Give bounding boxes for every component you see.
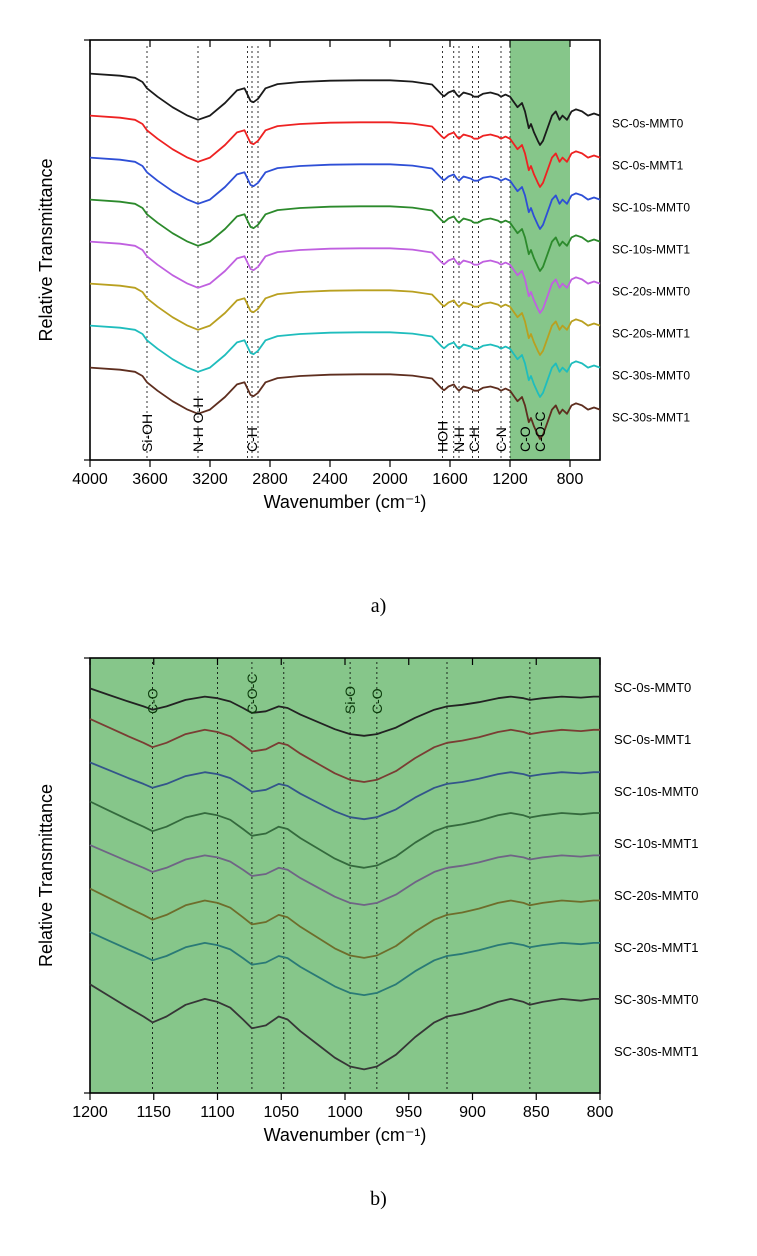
svg-text:2000: 2000	[372, 471, 408, 488]
chart-a-svg: 4000 3600 3200 2800 2400 2000 1600 1200 800 Waven…	[20, 20, 720, 580]
svg-text:C-O: C-O	[144, 688, 160, 714]
svg-text:3600: 3600	[132, 471, 168, 488]
svg-text:SC-0s-MMT1: SC-0s-MMT1	[612, 159, 684, 173]
svg-text:1600: 1600	[432, 471, 468, 488]
svg-text:4000: 4000	[72, 471, 108, 488]
svg-text:SC-0s-MMT0: SC-0s-MMT0	[614, 680, 691, 695]
chart-b-svg: 1200 1150 1100 1050 1000 950 900 850 800 Wavenumb…	[20, 643, 720, 1173]
svg-text:SC-10s-MMT1: SC-10s-MMT1	[612, 243, 690, 257]
svg-text:1100: 1100	[200, 1104, 235, 1121]
svg-text:SC-20s-MMT0: SC-20s-MMT0	[612, 285, 690, 299]
svg-text:N-H: N-H	[451, 427, 467, 452]
svg-text:Si-O: Si-O	[342, 686, 358, 714]
svg-text:950: 950	[395, 1104, 422, 1121]
svg-text:SC-30s-MMT0: SC-30s-MMT0	[614, 992, 699, 1007]
svg-text:SC-10s-MMT1: SC-10s-MMT1	[614, 836, 699, 851]
svg-text:800: 800	[587, 1104, 614, 1121]
svg-text:2800: 2800	[252, 471, 288, 488]
svg-text:SC-20s-MMT1: SC-20s-MMT1	[612, 327, 690, 341]
svg-text:SC-30s-MMT1: SC-30s-MMT1	[614, 1044, 699, 1059]
svg-text:900: 900	[459, 1104, 486, 1121]
svg-text:1200: 1200	[492, 471, 528, 488]
svg-text:HOH: HOH	[435, 421, 451, 452]
caption-b: b)	[20, 1188, 737, 1211]
caption-a: a)	[20, 595, 737, 618]
svg-text:Relative Transmittance: Relative Transmittance	[36, 158, 56, 341]
svg-text:1000: 1000	[327, 1104, 363, 1121]
svg-text:C-N: C-N	[493, 427, 509, 452]
svg-text:C-O: C-O	[369, 688, 385, 714]
svg-text:SC-0s-MMT0: SC-0s-MMT0	[612, 117, 684, 131]
chart-b-figure: 1200 1150 1100 1050 1000 950 900 850 800 Wavenumb…	[20, 643, 737, 1178]
chart-a-figure: 4000 3600 3200 2800 2400 2000 1600 1200 800 Waven…	[20, 20, 737, 585]
svg-text:SC-0s-MMT1: SC-0s-MMT1	[614, 732, 691, 747]
svg-text:2400: 2400	[312, 471, 348, 488]
svg-text:Si-OH: Si-OH	[139, 414, 155, 452]
svg-text:C-H: C-H	[466, 427, 482, 452]
svg-text:SC-20s-MMT0: SC-20s-MMT0	[614, 888, 699, 903]
svg-text:SC-20s-MMT1: SC-20s-MMT1	[614, 940, 699, 955]
svg-text:SC-30s-MMT0: SC-30s-MMT0	[612, 369, 690, 383]
svg-text:Wavenumber (cm⁻¹): Wavenumber (cm⁻¹)	[264, 1125, 427, 1145]
svg-text:SC-10s-MMT0: SC-10s-MMT0	[612, 201, 690, 215]
svg-text:SC-10s-MMT0: SC-10s-MMT0	[614, 784, 699, 799]
svg-text:1200: 1200	[72, 1104, 108, 1121]
svg-text:850: 850	[523, 1104, 550, 1121]
svg-text:C-O-C: C-O-C	[532, 412, 548, 452]
svg-text:C-H: C-H	[244, 427, 260, 452]
svg-text:3200: 3200	[192, 471, 228, 488]
svg-text:Wavenumber (cm⁻¹): Wavenumber (cm⁻¹)	[264, 492, 427, 512]
svg-text:1050: 1050	[263, 1104, 299, 1121]
svg-text:SC-30s-MMT1: SC-30s-MMT1	[612, 411, 690, 425]
svg-text:C-O: C-O	[517, 426, 533, 452]
svg-text:Relative Transmittance: Relative Transmittance	[36, 784, 56, 967]
svg-text:1150: 1150	[137, 1104, 172, 1121]
svg-text:C-O-C: C-O-C	[244, 674, 260, 714]
svg-text:N-H O-H: N-H O-H	[190, 398, 206, 452]
svg-text:800: 800	[557, 471, 584, 488]
